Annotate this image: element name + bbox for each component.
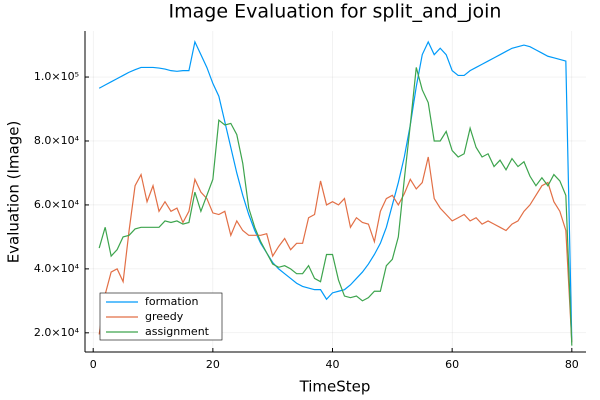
chart-title: Image Evaluation for split_and_join [169,1,502,23]
y-tick-label: 1.0×10⁵ [34,70,79,83]
series-line [98,39,573,343]
legend-label: formation [145,295,198,308]
x-tick-label: 80 [565,358,579,371]
series-line [98,156,573,343]
legend-label: greedy [145,310,184,323]
y-tick-label: 8.0×10⁴ [34,134,80,147]
x-tick-label: 20 [206,358,220,371]
y-axis-label: Evaluation (Image) [5,121,23,264]
x-tick-label: 60 [445,358,459,371]
y-tick-label: 6.0×10⁴ [34,198,80,211]
x-axis-label: TimeStep [299,378,371,396]
y-tick-label: 4.0×10⁴ [34,262,80,275]
x-tick-label: 0 [90,358,97,371]
series-line [98,67,573,346]
legend-label: assignment [145,325,210,338]
y-tick-label: 2.0×10⁴ [34,326,80,339]
x-tick-label: 40 [326,358,340,371]
